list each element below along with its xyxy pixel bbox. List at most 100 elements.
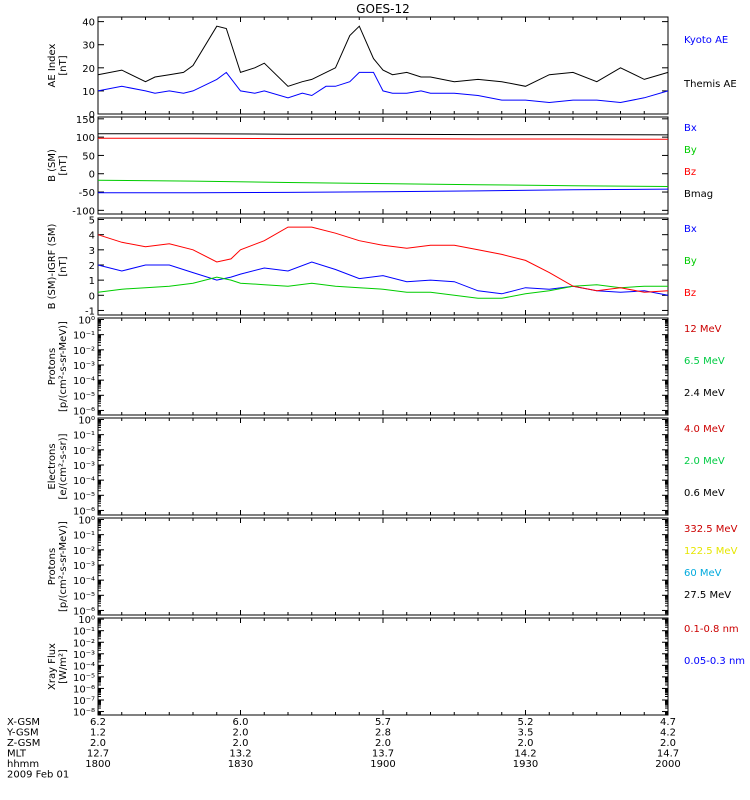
y-tick-label: 10⁻¹ [73, 627, 95, 638]
panel-frame [97, 517, 669, 616]
y-tick-label: 10⁻¹ [73, 331, 95, 342]
y-tick-label: 10⁻² [73, 446, 95, 457]
y-tick-label: 10⁻³ [73, 361, 95, 372]
ephemeris-value: 2.0 [233, 738, 249, 749]
y-tick-label: 10⁻³ [73, 561, 95, 572]
y-tick-label: 5 [89, 216, 95, 227]
y-tick-label: 10⁻⁴ [73, 661, 95, 672]
y-tick-label: 10⁻³ [73, 461, 95, 472]
ephemeris-row-label: Y-GSM [6, 728, 39, 739]
y-axis-label: Xray Flux [47, 643, 58, 690]
ephemeris-value: 5.7 [375, 717, 391, 728]
series-line-bz [98, 137, 669, 140]
y-tick-label: 4 [89, 231, 95, 242]
ephemeris-value: 3.5 [518, 728, 534, 739]
panel-frame [97, 317, 669, 416]
legend-entry: 12 MeV [684, 324, 722, 335]
y-tick-label: 30 [82, 41, 95, 52]
y-tick-label: 10⁻⁵ [73, 391, 95, 402]
ephemeris-value: 2.0 [660, 738, 676, 749]
ephemeris-row-label: hhmm [7, 759, 39, 770]
ephemeris-value: 2.0 [233, 728, 249, 739]
panel-electrons: 10⁰ 10⁻¹ 10⁻² 10⁻³ 10⁻⁴ 10⁻⁵ 10⁻⁶ Electrons [e/(… [47, 416, 725, 518]
panel-frame [97, 116, 669, 215]
panel-frame [97, 217, 669, 316]
panel-frame [97, 617, 669, 716]
y-tick-label: 0 [89, 110, 95, 121]
legend-entry: 332.5 MeV [684, 524, 738, 535]
y-tick-label: 10⁻¹ [73, 531, 95, 542]
panel-ae: 0 10 20 30 40 AE Index [nT] Kyoto AE Themis AE [47, 16, 737, 121]
y-tick-label: 10⁰ [78, 516, 95, 527]
series-line-bmag [98, 133, 669, 136]
legend-entry: 2.4 MeV [684, 388, 725, 399]
y-tick-label: 10⁻⁵ [73, 591, 95, 602]
ephemeris-row-label: Z-GSM [7, 738, 40, 749]
ephemeris-value: 2000 [655, 759, 680, 770]
ephemeris-value: 14.2 [514, 749, 536, 760]
chart-title: GOES-12 [356, 2, 410, 16]
y-axis-label: Protons [47, 548, 58, 585]
y-tick-label: 10⁻⁴ [73, 576, 95, 587]
legend-entry: 6.5 MeV [684, 356, 725, 367]
ephemeris-value: 4.2 [660, 728, 676, 739]
y-tick-label: 10⁻⁶ [73, 684, 95, 695]
y-tick-label: 10⁻⁶ [73, 506, 95, 517]
ephemeris-value: 4.7 [660, 717, 676, 728]
legend-entry: 0.05-0.3 nm [684, 656, 745, 667]
ephemeris-value: 12.7 [87, 749, 109, 760]
ephemeris-value: 2.0 [90, 738, 106, 749]
y-tick-label: 0 [89, 170, 95, 181]
legend-entry: 60 MeV [684, 568, 722, 579]
series-line-themis-ae [97, 25, 669, 87]
y-tick-label: 10⁰ [78, 316, 95, 327]
series-line-kyoto-ae [97, 71, 669, 104]
y-tick-label: 10⁰ [78, 615, 95, 626]
y-tick-label: 1 [89, 276, 95, 287]
y-tick-label: 0 [89, 291, 95, 302]
legend-entry: By [684, 256, 697, 267]
y-axis-label: [nT] [58, 55, 69, 75]
series-line-by [97, 276, 668, 299]
legend-entry: Kyoto AE [684, 35, 728, 46]
panel-b: -100 -50 0 50 100 150 B (SM) [nT] Bx By Bz Bmag [47, 115, 713, 218]
y-axis-label: [p/(cm²-s-sr-MeV)] [58, 521, 69, 612]
ephemeris-value: 6.2 [90, 717, 106, 728]
y-tick-label: 20 [82, 64, 95, 75]
y-tick-label: 10⁻¹ [73, 431, 95, 442]
y-tick-label: 10 [82, 87, 95, 98]
y-tick-label: 10⁻² [73, 346, 95, 357]
legend-entry: Bz [684, 288, 696, 299]
y-axis-label: B (SM) [47, 149, 58, 182]
y-tick-label: 10⁻⁵ [73, 491, 95, 502]
ephemeris-row-label: 2009 Feb 01 [7, 770, 69, 781]
legend-entry: 0.6 MeV [684, 488, 725, 499]
y-tick-label: 100 [76, 133, 95, 144]
y-tick-label: -100 [72, 206, 95, 217]
y-tick-label: 2 [89, 261, 95, 272]
legend-entry: 2.0 MeV [684, 456, 725, 467]
panel-protons-1: 10⁰ 10⁻¹ 10⁻² 10⁻³ 10⁻⁴ 10⁻⁵ 10⁻⁶ Protons [p/(cm… [47, 316, 725, 418]
y-tick-label: -1 [85, 306, 95, 317]
ephemeris-value: 1800 [85, 759, 110, 770]
y-tick-label: 150 [76, 115, 95, 126]
y-axis-label: [nT] [58, 155, 69, 175]
y-axis-label: Electrons [47, 443, 58, 489]
legend-entry: 4.0 MeV [684, 424, 725, 435]
y-axis-label: [e/(cm²-s-sr)] [58, 433, 69, 499]
y-tick-label: -50 [79, 188, 95, 199]
y-tick-label: 40 [82, 18, 95, 29]
y-axis-label: [W/m²] [58, 649, 69, 684]
ephemeris-value: 5.2 [518, 717, 534, 728]
series-line-bz [97, 226, 669, 293]
panel-protons-2: 10⁰ 10⁻¹ 10⁻² 10⁻³ 10⁻⁴ 10⁻⁵ 10⁻⁶ Protons [p/(cm… [47, 516, 738, 618]
series-line-bx [98, 188, 669, 194]
legend-entry: Bmag [684, 189, 713, 200]
legend-entry: Bz [684, 167, 696, 178]
ephemeris-value: 13.2 [229, 749, 251, 760]
y-tick-label: 10⁻⁸ [73, 708, 95, 719]
y-tick-label: 10⁻⁴ [73, 376, 95, 387]
